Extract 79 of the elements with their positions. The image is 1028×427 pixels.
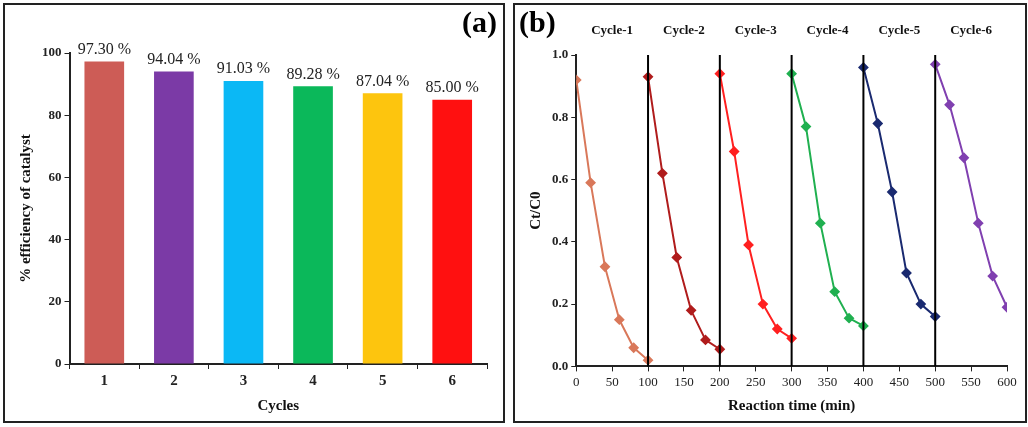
y-tick-label: 20 <box>48 293 62 309</box>
point <box>829 286 840 297</box>
data-label: 97.30 % <box>77 39 131 57</box>
bar <box>154 71 194 364</box>
point <box>987 271 998 282</box>
point <box>973 218 984 229</box>
y-tick-label: 60 <box>48 168 62 184</box>
y-tick-label: 0.2 <box>552 295 569 311</box>
x-tick-label: 50 <box>605 373 619 389</box>
x-tick-label: 400 <box>853 373 874 389</box>
point <box>614 314 625 325</box>
x-tick-label: 2 <box>170 371 178 388</box>
text: Cycle-6 <box>950 21 993 37</box>
x-tick-label: 3 <box>239 371 248 388</box>
x-axis-title: Cycles <box>257 396 300 413</box>
text: Cycle-4 <box>806 21 849 37</box>
bar <box>293 86 333 364</box>
point <box>671 252 682 263</box>
text: Cycle-5 <box>878 21 921 37</box>
x-tick-label: 600 <box>997 373 1017 389</box>
data-label: 94.04 % <box>147 49 201 67</box>
text: (a) <box>462 4 497 39</box>
point <box>729 146 740 157</box>
y-tick-label: 100 <box>42 44 62 60</box>
x-tick-label: 200 <box>710 373 730 389</box>
point <box>844 313 855 324</box>
x-tick-label: 300 <box>781 373 802 389</box>
point <box>901 267 912 278</box>
point <box>887 187 898 198</box>
x-tick-label: 1 <box>100 371 109 388</box>
data-label: 85.00 % <box>425 77 479 95</box>
x-tick-label: 150 <box>674 373 694 389</box>
text: Cycle-2 <box>663 21 705 37</box>
data-label: 91.03 % <box>216 59 271 77</box>
y-axis-title: Ct/C0 <box>526 191 543 230</box>
point <box>915 299 926 310</box>
point <box>657 168 668 179</box>
bar <box>362 93 403 364</box>
x-axis-title: Reaction time (min) <box>727 396 856 414</box>
x-tick-label: 0 <box>573 373 580 389</box>
y-tick-label: 0 <box>55 355 62 371</box>
point <box>944 99 955 110</box>
point <box>700 334 711 345</box>
x-tick-label: 500 <box>925 373 945 389</box>
x-tick-label: 550 <box>961 373 981 389</box>
x-tick-label: 100 <box>638 373 658 389</box>
x-tick-label: 350 <box>817 373 838 389</box>
point <box>800 121 811 132</box>
x-tick-label: 5 <box>378 371 387 388</box>
point <box>815 218 826 229</box>
x-tick-label: 450 <box>889 373 910 389</box>
y-tick-label: 80 <box>48 106 62 122</box>
x-tick-label: 6 <box>448 371 457 388</box>
data-label: 89.28 % <box>286 64 340 82</box>
point <box>585 177 596 188</box>
y-tick-label: 0.6 <box>552 170 569 186</box>
bar <box>432 99 473 364</box>
y-axis-title: % efficiency of catalyst <box>16 134 33 283</box>
y-tick-label: 40 <box>48 230 62 246</box>
point <box>757 299 768 310</box>
point <box>772 324 783 335</box>
point <box>743 239 754 250</box>
point <box>958 152 969 163</box>
y-tick-label: 0.4 <box>552 233 569 249</box>
point <box>628 342 639 353</box>
point <box>872 118 883 129</box>
y-tick-label: 0.0 <box>552 357 569 373</box>
data-label: 87.04 % <box>355 71 410 89</box>
bar <box>84 61 125 364</box>
point <box>686 305 697 316</box>
bar <box>223 80 264 364</box>
y-tick-label: 0.8 <box>552 108 569 124</box>
text: Cycle-3 <box>734 21 778 37</box>
text: (b) <box>519 4 556 39</box>
x-tick-label: 250 <box>745 373 766 389</box>
x-tick-label: 4 <box>309 371 318 388</box>
y-tick-label: 1.0 <box>552 46 569 62</box>
point <box>599 261 610 272</box>
text: Cycle-1 <box>591 21 634 37</box>
